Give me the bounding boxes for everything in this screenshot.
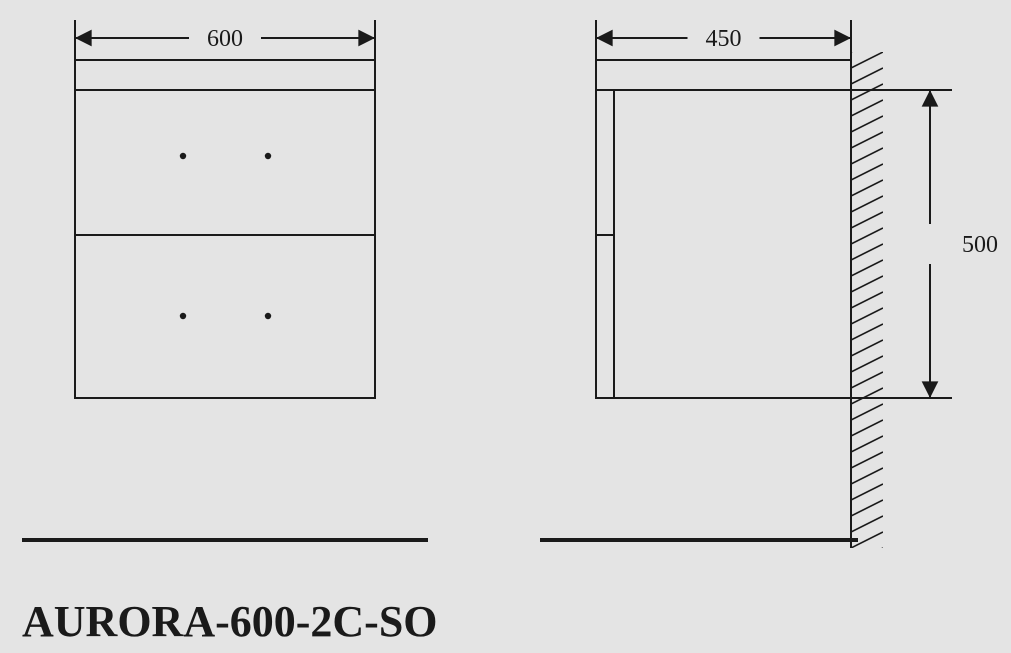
technical-drawing: 600 450 500 [0,0,1011,653]
svg-text:500: 500 [962,232,998,258]
svg-text:450: 450 [706,26,742,52]
product-title: AURORA-600-2C-SO [22,596,438,647]
svg-text:600: 600 [207,26,243,52]
